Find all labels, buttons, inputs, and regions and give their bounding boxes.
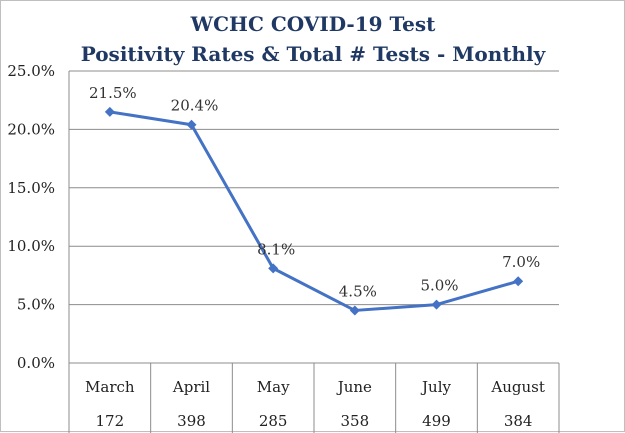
x-category-label: March (85, 378, 135, 396)
data-point-marker (268, 263, 279, 274)
data-point-marker (349, 305, 360, 316)
data-point-marker (186, 119, 197, 130)
gridlines (69, 70, 559, 306)
x-category-label: August (490, 378, 544, 396)
chart-title: WCHC COVID-19 Test (190, 12, 436, 36)
series-positivity (104, 106, 524, 316)
total-tests-label: 499 (422, 412, 451, 430)
total-tests-label: 172 (96, 412, 125, 430)
data-point-marker (513, 276, 524, 287)
data-value-label: 5.0% (420, 277, 458, 295)
y-tick-label: 20.0% (7, 120, 55, 138)
y-tick-label: 5.0% (17, 296, 55, 314)
total-tests-label: 398 (177, 412, 206, 430)
data-value-label: 7.0% (502, 253, 540, 271)
x-category-label: May (257, 378, 290, 396)
y-tick-label: 0.0% (17, 354, 55, 372)
data-value-label: 8.1% (257, 240, 295, 258)
y-axis-tick-labels: 0.0% 5.0% 10.0% 15.0% 20.0% 25.0% (7, 62, 55, 372)
y-tick-label: 25.0% (7, 62, 55, 80)
x-category-label: June (336, 378, 372, 396)
data-point-marker (431, 299, 442, 310)
x-category-label: April (172, 378, 210, 396)
data-value-label: 21.5% (89, 84, 137, 102)
total-tests-label: 358 (341, 412, 370, 430)
data-value-label: 4.5% (339, 282, 377, 300)
category-table: March April May June July August 172 398 285 358 4… (68, 71, 560, 433)
data-point-marker (104, 106, 115, 117)
series-line (109, 110, 519, 312)
y-tick-label: 10.0% (7, 237, 55, 255)
total-tests-label: 384 (504, 412, 533, 430)
data-value-label: 20.4% (171, 97, 219, 115)
chart-subtitle: Positivity Rates & Total # Tests - Month… (81, 42, 547, 66)
data-labels: 21.5% 20.4% 8.1% 4.5% 5.0% 7.0% (89, 84, 540, 301)
total-tests-label: 285 (259, 412, 288, 430)
x-category-label: July (420, 378, 451, 396)
y-tick-label: 15.0% (7, 179, 55, 197)
